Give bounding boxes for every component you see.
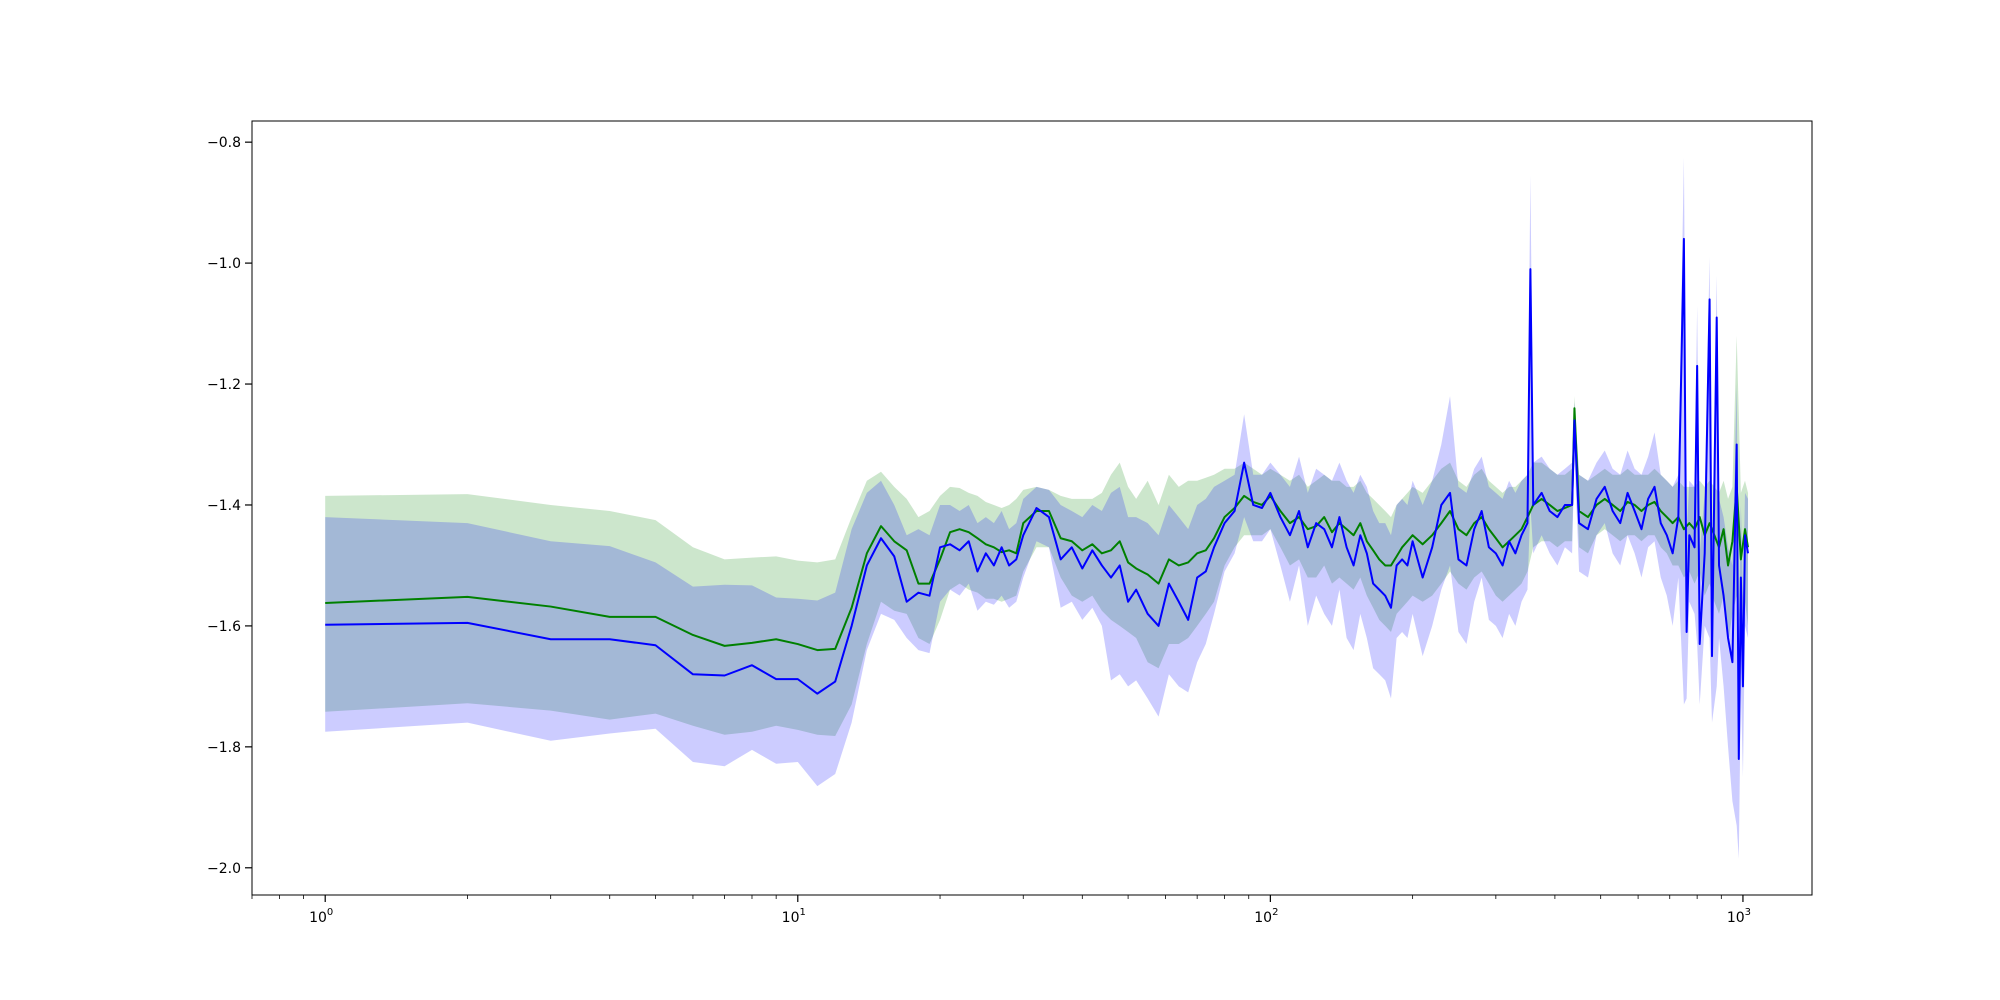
- y-tick-label: −0.8: [207, 135, 241, 151]
- line-series-1: [325, 407, 1749, 652]
- y-tick-label: −1.4: [207, 498, 241, 514]
- y-tick-label: −1.2: [207, 377, 241, 393]
- plot-frame: [251, 120, 1813, 896]
- series-lines: [325, 237, 1749, 760]
- x-tick-label: 101: [782, 907, 806, 926]
- line-series-2: [325, 237, 1749, 760]
- band-series-1: [325, 335, 1749, 736]
- y-tick-label: −1.8: [207, 740, 241, 756]
- x-axis: 100 101 102 103: [251, 895, 1751, 926]
- x-tick-label: 102: [1254, 907, 1278, 926]
- y-tick-label: −1.6: [207, 619, 241, 635]
- y-tick-label: −1.0: [207, 256, 241, 272]
- x-tick-label: 103: [1727, 907, 1751, 926]
- y-axis: −2.0 −1.8 −1.6 −1.4 −1.2 −1.0 −0.8: [207, 135, 252, 877]
- x-tick-label: 100: [309, 907, 333, 926]
- y-tick-label: −2.0: [207, 861, 241, 877]
